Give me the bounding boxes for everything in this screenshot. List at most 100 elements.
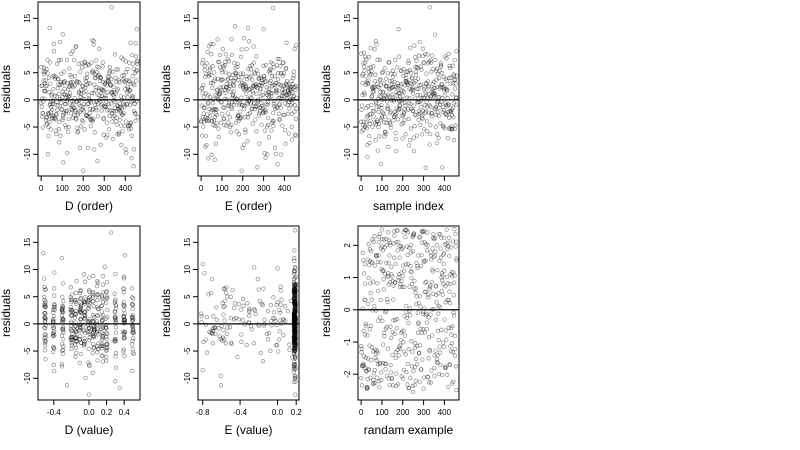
data-point xyxy=(60,319,65,325)
data-point xyxy=(87,325,92,331)
plot-frame xyxy=(37,225,141,401)
data-point xyxy=(238,115,244,120)
data-point xyxy=(292,348,297,353)
data-point xyxy=(257,141,262,146)
data-point xyxy=(60,318,65,323)
data-point xyxy=(113,319,119,324)
data-point xyxy=(433,68,439,73)
data-point xyxy=(217,90,222,95)
data-point xyxy=(452,227,457,232)
data-point xyxy=(406,60,411,66)
data-point xyxy=(43,357,48,362)
data-point xyxy=(292,316,297,321)
data-point xyxy=(81,343,86,349)
data-point xyxy=(200,367,205,373)
data-point xyxy=(242,322,248,327)
data-point xyxy=(256,287,261,292)
data-point xyxy=(358,344,364,349)
data-point xyxy=(121,302,126,307)
data-point xyxy=(271,82,276,88)
data-point xyxy=(275,77,281,82)
data-point xyxy=(384,373,390,379)
data-point xyxy=(414,58,419,63)
data-point xyxy=(47,102,52,108)
data-point xyxy=(379,115,384,121)
data-point xyxy=(264,151,270,157)
data-point xyxy=(99,294,105,300)
data-point xyxy=(104,120,109,125)
data-point xyxy=(51,320,56,325)
data-point xyxy=(79,107,84,112)
data-point xyxy=(292,323,297,328)
data-point xyxy=(247,63,253,69)
data-point xyxy=(292,287,298,293)
data-point xyxy=(58,133,63,139)
data-point xyxy=(82,336,87,341)
data-point xyxy=(372,303,377,309)
data-point xyxy=(57,140,62,145)
data-point xyxy=(288,97,293,103)
x-tick-label: 100 xyxy=(375,184,389,193)
data-point xyxy=(363,321,368,326)
data-point xyxy=(52,303,57,308)
data-point xyxy=(447,108,452,114)
data-point xyxy=(292,307,298,312)
data-point xyxy=(133,41,138,46)
x-tick-label: 200 xyxy=(77,184,91,193)
data-point xyxy=(100,299,106,304)
data-point xyxy=(60,347,66,352)
data-point xyxy=(371,377,376,382)
data-point xyxy=(60,348,65,353)
data-point xyxy=(292,300,297,306)
data-point xyxy=(63,101,68,107)
data-point xyxy=(200,85,205,91)
data-point xyxy=(439,96,445,101)
data-point xyxy=(234,129,239,134)
data-point xyxy=(399,68,404,74)
data-point xyxy=(235,61,240,67)
y-axis-label: residuals xyxy=(319,65,333,113)
data-point xyxy=(382,237,387,242)
data-point xyxy=(387,238,392,243)
data-point xyxy=(70,335,75,340)
data-point xyxy=(103,316,109,321)
data-point xyxy=(444,78,449,83)
data-point xyxy=(292,341,298,346)
data-point xyxy=(93,105,98,111)
data-point xyxy=(81,119,86,124)
data-point xyxy=(88,81,93,86)
data-point xyxy=(96,306,101,311)
data-point xyxy=(293,310,298,315)
data-point xyxy=(263,90,269,96)
data-point xyxy=(112,114,117,119)
data-point xyxy=(118,94,124,99)
data-point xyxy=(217,334,222,339)
data-point xyxy=(208,330,213,335)
data-point xyxy=(389,272,394,277)
data-point xyxy=(58,100,64,105)
data-point xyxy=(69,292,75,297)
data-point xyxy=(293,292,298,297)
data-point xyxy=(122,79,128,85)
data-point xyxy=(451,310,456,315)
data-point xyxy=(292,311,297,316)
data-point xyxy=(87,320,92,326)
data-point xyxy=(292,294,298,299)
data-point xyxy=(103,296,109,301)
data-point xyxy=(390,94,395,100)
data-point xyxy=(368,45,373,51)
data-point xyxy=(292,331,297,337)
data-point xyxy=(292,302,298,307)
data-point xyxy=(115,67,121,72)
data-point xyxy=(436,303,441,309)
data-point xyxy=(394,106,399,111)
data-point xyxy=(58,96,63,102)
data-point xyxy=(87,329,92,334)
data-point xyxy=(292,333,297,339)
data-point xyxy=(369,102,374,108)
data-point xyxy=(293,306,298,311)
data-point xyxy=(439,82,445,87)
data-point xyxy=(387,120,392,125)
data-point xyxy=(92,147,97,152)
data-point xyxy=(292,326,297,331)
